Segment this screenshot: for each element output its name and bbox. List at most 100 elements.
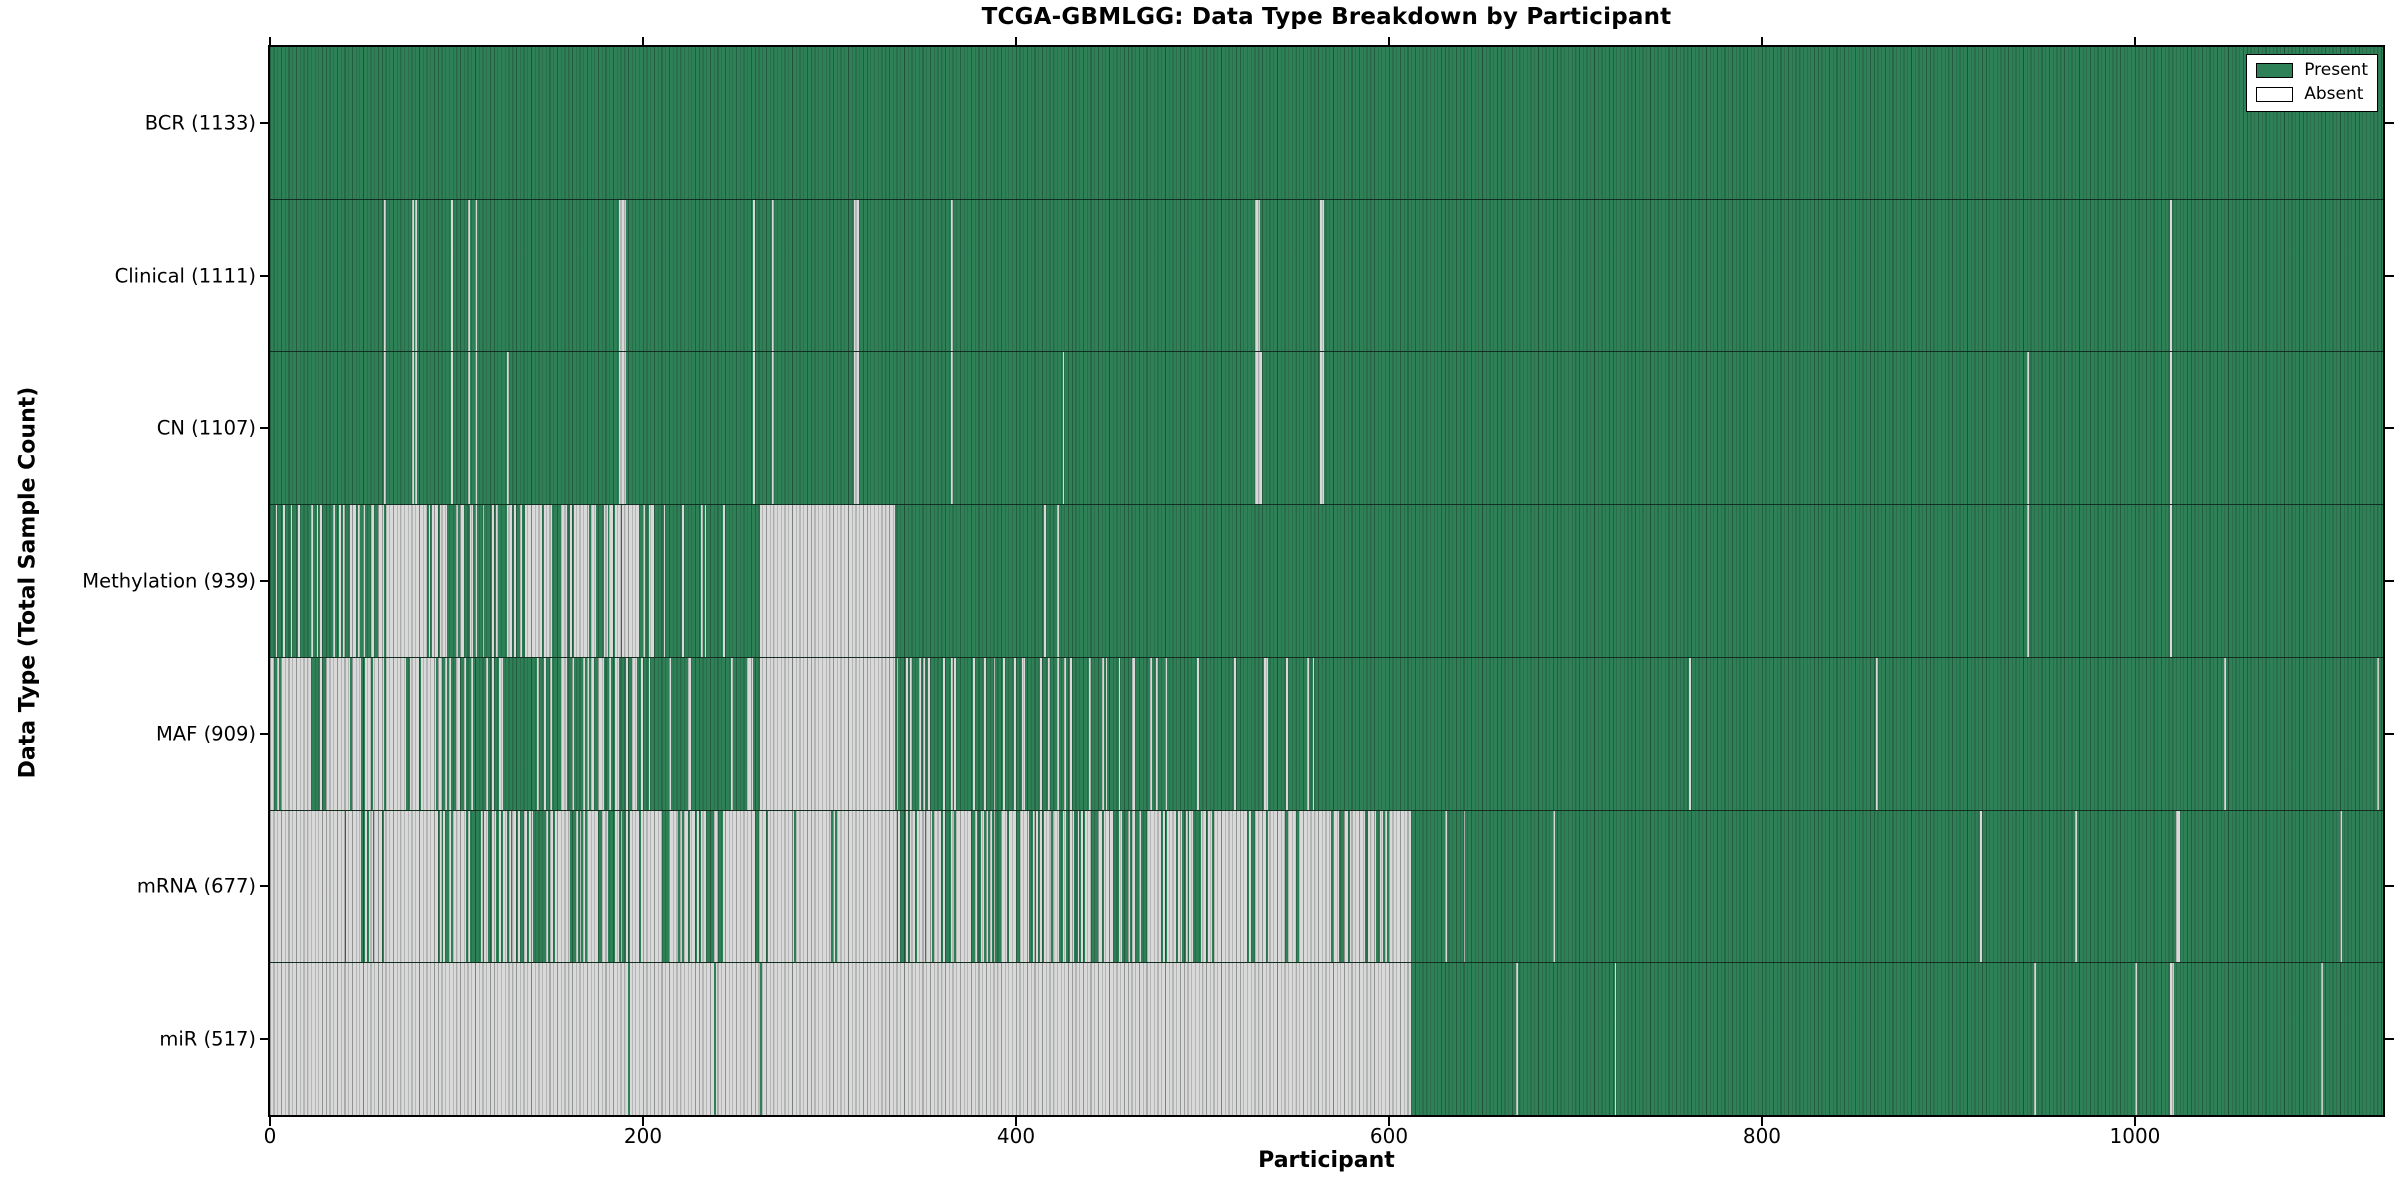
absent-bar bbox=[311, 505, 313, 657]
absent-bar bbox=[587, 657, 589, 810]
absent-bar bbox=[456, 657, 461, 810]
absent-bar bbox=[1163, 810, 1166, 963]
absent-bar bbox=[415, 199, 418, 352]
absent-bar bbox=[491, 505, 494, 657]
bottom-xtick-mark bbox=[2133, 1117, 2136, 1126]
absent-bar bbox=[669, 657, 671, 810]
absent-bar bbox=[1131, 657, 1136, 810]
absent-bar bbox=[771, 352, 774, 505]
absent-bar bbox=[411, 199, 414, 352]
absent-bar bbox=[583, 657, 586, 810]
absent-bar bbox=[365, 810, 367, 963]
present-bar bbox=[760, 963, 763, 1116]
ytick-label-clinical: Clinical (1111) bbox=[114, 264, 256, 288]
legend: Present Absent bbox=[2246, 54, 2378, 112]
absent-bar bbox=[626, 810, 629, 963]
absent-bar bbox=[2175, 810, 2180, 963]
absent-bar bbox=[383, 199, 386, 352]
x-axis-label: Participant bbox=[1258, 1148, 1395, 1173]
absent-bar bbox=[409, 657, 420, 810]
bottom-xtick-mark bbox=[1014, 1117, 1017, 1126]
absent-bar bbox=[917, 810, 925, 963]
bottom-xtick-mark bbox=[1387, 1117, 1390, 1126]
present-bar bbox=[713, 963, 716, 1116]
absent-bar bbox=[1014, 657, 1016, 810]
absent-bar bbox=[603, 505, 608, 657]
absent-bar bbox=[471, 657, 474, 810]
absent-bar bbox=[943, 810, 946, 963]
absent-bar bbox=[598, 657, 604, 810]
row-clinical bbox=[270, 198, 2383, 352]
absent-bar bbox=[486, 657, 489, 810]
ytick-label-bcr: BCR (1133) bbox=[144, 111, 256, 135]
absent-bar bbox=[993, 810, 996, 963]
chart-title: TCGA-GBMLGG: Data Type Breakdown by Part… bbox=[981, 4, 1672, 30]
absent-bar bbox=[682, 505, 684, 657]
absent-bar bbox=[950, 199, 953, 352]
absent-bar bbox=[697, 810, 699, 963]
absent-bar bbox=[480, 810, 483, 963]
legend-entry-absent: Absent bbox=[2256, 85, 2368, 104]
absent-bar bbox=[1019, 810, 1030, 963]
absent-bar bbox=[1036, 810, 1039, 963]
absent-bar bbox=[1379, 810, 1384, 963]
absent-bar bbox=[460, 505, 464, 657]
absent-bar bbox=[475, 352, 477, 505]
bottom-xtick-mark bbox=[641, 1117, 644, 1126]
absent-bar bbox=[771, 199, 774, 352]
ytick-label-mir: miR (517) bbox=[159, 1027, 256, 1051]
absent-bar bbox=[2170, 505, 2173, 657]
legend-label-present: Present bbox=[2304, 60, 2368, 80]
absent-bar bbox=[615, 810, 619, 963]
row-bcr bbox=[270, 47, 2383, 199]
absent-bar bbox=[1388, 810, 1412, 963]
absent-bar bbox=[491, 657, 494, 810]
absent-bar bbox=[926, 810, 933, 963]
absent-bar bbox=[495, 505, 498, 657]
absent-bar bbox=[723, 505, 726, 657]
absent-bar bbox=[1155, 657, 1158, 810]
absent-bar bbox=[615, 505, 621, 657]
left-ytick-mark bbox=[260, 122, 269, 125]
absent-bar bbox=[374, 810, 382, 963]
absent-bar bbox=[529, 810, 533, 963]
absent-bar bbox=[443, 810, 446, 963]
absent-bar bbox=[2170, 352, 2173, 505]
absent-bar bbox=[1105, 657, 1108, 810]
absent-bar bbox=[1213, 810, 1248, 963]
absent-bar bbox=[1047, 657, 1050, 810]
absent-bar bbox=[1088, 657, 1091, 810]
absent-bar bbox=[758, 810, 767, 963]
absent-bar bbox=[506, 352, 509, 505]
bottom-xtick-mark bbox=[269, 1117, 271, 1126]
xtick-label-200: 200 bbox=[623, 1124, 663, 1148]
absent-bar bbox=[1077, 810, 1080, 963]
absent-bar bbox=[415, 352, 418, 505]
absent-bar bbox=[583, 810, 586, 963]
absent-bar bbox=[760, 505, 895, 657]
absent-bar bbox=[1254, 810, 1266, 963]
bottom-xtick-mark bbox=[1760, 1117, 1763, 1126]
absent-bar bbox=[1200, 810, 1207, 963]
absent-bar bbox=[1254, 352, 1263, 505]
absent-bar bbox=[339, 505, 341, 657]
absent-bar bbox=[1062, 352, 1065, 505]
absent-bar bbox=[1689, 657, 1692, 810]
plot-area: Present Absent bbox=[268, 45, 2385, 1117]
absent-bar bbox=[2170, 963, 2175, 1116]
absent-bar bbox=[747, 657, 754, 810]
present-bar bbox=[628, 963, 630, 1116]
absent-bar bbox=[357, 505, 360, 657]
absent-bar bbox=[713, 810, 718, 963]
absent-bar bbox=[753, 199, 755, 352]
top-xtick-mark bbox=[641, 37, 644, 46]
absent-bar bbox=[2377, 657, 2380, 810]
absent-bar bbox=[573, 505, 589, 657]
row-methylation bbox=[270, 504, 2383, 657]
absent-bar bbox=[475, 199, 477, 352]
absent-bar bbox=[1344, 810, 1348, 963]
absent-bar bbox=[853, 352, 860, 505]
absent-bar bbox=[463, 657, 466, 810]
absent-bar bbox=[383, 810, 438, 963]
